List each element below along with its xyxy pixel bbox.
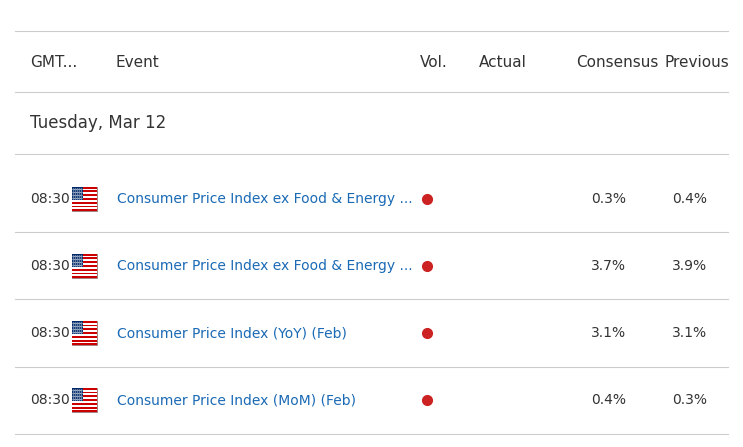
Text: Actual: Actual: [479, 55, 527, 70]
FancyBboxPatch shape: [72, 321, 82, 334]
Text: Consumer Price Index ex Food & Energy ...: Consumer Price Index ex Food & Energy ..…: [117, 192, 413, 206]
FancyBboxPatch shape: [72, 410, 97, 412]
FancyBboxPatch shape: [72, 204, 97, 206]
Text: 08:30: 08:30: [30, 326, 69, 340]
FancyBboxPatch shape: [72, 190, 97, 192]
FancyBboxPatch shape: [72, 392, 97, 393]
FancyBboxPatch shape: [72, 265, 97, 267]
FancyBboxPatch shape: [72, 267, 97, 269]
FancyBboxPatch shape: [72, 186, 97, 189]
FancyBboxPatch shape: [72, 326, 97, 328]
FancyBboxPatch shape: [72, 256, 97, 257]
FancyBboxPatch shape: [72, 198, 97, 200]
Text: 08:30: 08:30: [30, 259, 69, 273]
FancyBboxPatch shape: [72, 340, 97, 342]
FancyBboxPatch shape: [72, 342, 97, 343]
Text: Consumer Price Index (YoY) (Feb): Consumer Price Index (YoY) (Feb): [117, 326, 347, 340]
FancyBboxPatch shape: [72, 332, 97, 334]
Text: GMT...: GMT...: [30, 55, 77, 70]
FancyBboxPatch shape: [72, 395, 97, 397]
FancyBboxPatch shape: [72, 328, 97, 330]
Text: Tuesday, Mar 12: Tuesday, Mar 12: [30, 114, 166, 132]
FancyBboxPatch shape: [72, 393, 97, 395]
FancyBboxPatch shape: [72, 257, 97, 259]
FancyBboxPatch shape: [72, 401, 97, 403]
FancyBboxPatch shape: [72, 323, 97, 325]
FancyBboxPatch shape: [72, 334, 97, 336]
Text: 3.1%: 3.1%: [672, 326, 707, 340]
FancyBboxPatch shape: [72, 273, 97, 274]
FancyBboxPatch shape: [72, 186, 82, 200]
Text: Event: Event: [115, 55, 159, 70]
FancyBboxPatch shape: [72, 202, 97, 204]
Text: 0.3%: 0.3%: [672, 393, 707, 407]
FancyBboxPatch shape: [72, 325, 97, 326]
Text: 08:30: 08:30: [30, 192, 69, 206]
Text: Consumer Price Index (MoM) (Feb): Consumer Price Index (MoM) (Feb): [117, 393, 357, 407]
FancyBboxPatch shape: [72, 407, 97, 409]
Text: 0.4%: 0.4%: [591, 393, 626, 407]
FancyBboxPatch shape: [72, 274, 97, 276]
FancyBboxPatch shape: [72, 321, 97, 323]
FancyBboxPatch shape: [72, 186, 97, 211]
Text: 08:30: 08:30: [30, 393, 69, 407]
FancyBboxPatch shape: [72, 388, 97, 390]
FancyBboxPatch shape: [72, 343, 97, 345]
FancyBboxPatch shape: [72, 336, 97, 338]
Text: Previous: Previous: [665, 55, 730, 70]
FancyBboxPatch shape: [72, 403, 97, 405]
Text: 3.9%: 3.9%: [672, 259, 707, 273]
FancyBboxPatch shape: [72, 196, 97, 198]
FancyBboxPatch shape: [72, 388, 82, 401]
Text: 3.7%: 3.7%: [591, 259, 626, 273]
FancyBboxPatch shape: [72, 338, 97, 340]
FancyBboxPatch shape: [72, 192, 97, 194]
FancyBboxPatch shape: [72, 321, 97, 345]
FancyBboxPatch shape: [72, 259, 97, 261]
FancyBboxPatch shape: [72, 399, 97, 401]
FancyBboxPatch shape: [72, 206, 97, 207]
FancyBboxPatch shape: [72, 207, 97, 209]
FancyBboxPatch shape: [72, 200, 97, 202]
FancyBboxPatch shape: [72, 189, 97, 190]
FancyBboxPatch shape: [72, 405, 97, 407]
FancyBboxPatch shape: [72, 209, 97, 211]
FancyBboxPatch shape: [72, 388, 97, 412]
Text: 0.4%: 0.4%: [672, 192, 707, 206]
FancyBboxPatch shape: [72, 409, 97, 410]
Text: 3.1%: 3.1%: [591, 326, 626, 340]
FancyBboxPatch shape: [72, 263, 97, 265]
Text: 0.3%: 0.3%: [591, 192, 626, 206]
FancyBboxPatch shape: [72, 254, 82, 267]
Text: Vol.: Vol.: [420, 55, 447, 70]
FancyBboxPatch shape: [72, 330, 97, 332]
FancyBboxPatch shape: [72, 269, 97, 271]
FancyBboxPatch shape: [72, 397, 97, 399]
FancyBboxPatch shape: [72, 276, 97, 278]
FancyBboxPatch shape: [72, 254, 97, 278]
FancyBboxPatch shape: [72, 390, 97, 392]
FancyBboxPatch shape: [72, 271, 97, 273]
FancyBboxPatch shape: [72, 261, 97, 263]
FancyBboxPatch shape: [72, 194, 97, 196]
Text: Consumer Price Index ex Food & Energy ...: Consumer Price Index ex Food & Energy ..…: [117, 259, 413, 273]
Text: Consensus: Consensus: [576, 55, 658, 70]
FancyBboxPatch shape: [72, 254, 97, 256]
